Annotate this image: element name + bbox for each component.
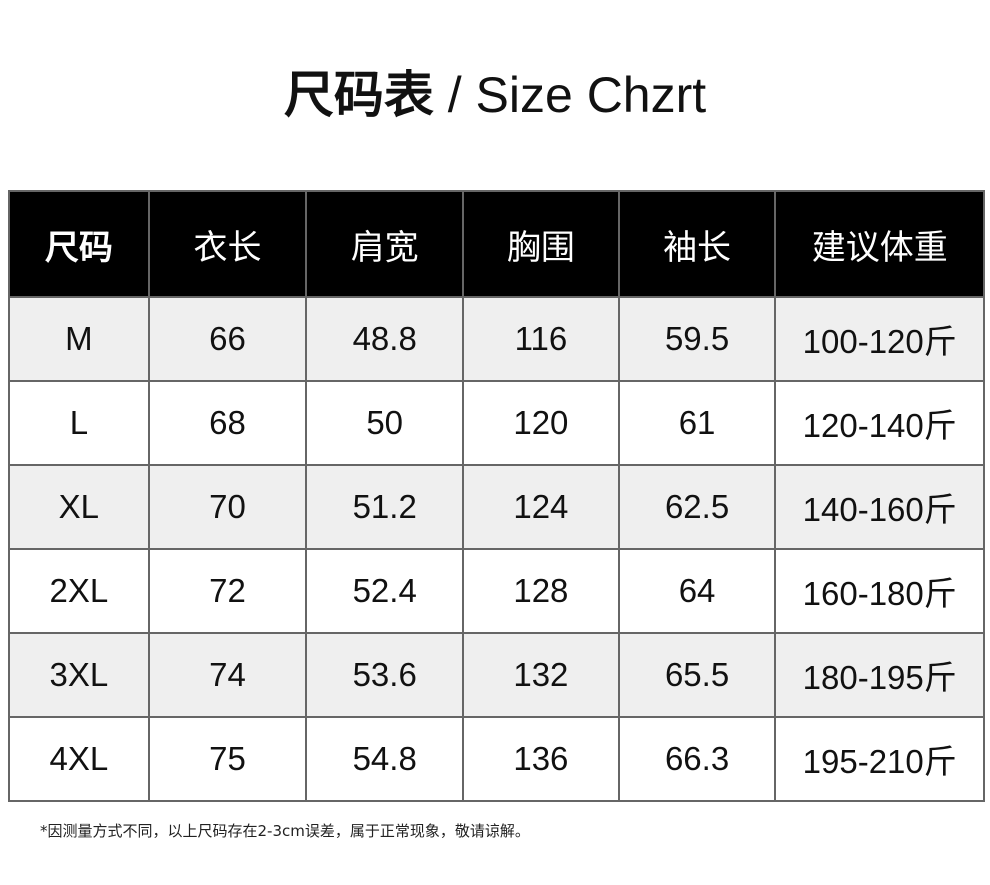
title-english: Size Chzrt — [475, 67, 707, 123]
table-cell: 68 — [147, 380, 308, 466]
table-cell: 66 — [147, 296, 308, 382]
table-cell: 2XL — [8, 548, 150, 634]
size-table: 尺码 衣长 肩宽 胸围 袖长 建议体重 M 66 48.8 116 59.5 100-12… — [8, 190, 985, 802]
table-cell: 59.5 — [617, 296, 777, 382]
table-cell: 53.6 — [305, 632, 465, 718]
table-row: M 66 48.8 116 59.5 100-120斤 — [8, 296, 985, 382]
header-chest: 胸围 — [462, 190, 620, 298]
table-cell: 48.8 — [305, 296, 465, 382]
table-cell: 136 — [462, 716, 620, 802]
table-cell: 61 — [617, 380, 777, 466]
table-cell: L — [8, 380, 150, 466]
table-cell: XL — [8, 464, 150, 550]
table-cell: 160-180斤 — [774, 548, 985, 634]
table-cell: 64 — [617, 548, 777, 634]
page-title: 尺码表 / Size Chzrt — [0, 62, 990, 128]
table-cell: 66.3 — [617, 716, 777, 802]
table-cell: 120-140斤 — [774, 380, 985, 466]
table-cell: 100-120斤 — [774, 296, 985, 382]
table-cell: 3XL — [8, 632, 150, 718]
header-length: 衣长 — [147, 190, 308, 298]
header-weight: 建议体重 — [774, 190, 985, 298]
table-cell: 50 — [305, 380, 465, 466]
table-cell: 195-210斤 — [774, 716, 985, 802]
table-cell: 75 — [147, 716, 308, 802]
table-cell: 54.8 — [305, 716, 465, 802]
table-cell: 132 — [462, 632, 620, 718]
table-row: 2XL 72 52.4 128 64 160-180斤 — [8, 548, 985, 634]
table-cell: 51.2 — [305, 464, 465, 550]
table-cell: M — [8, 296, 150, 382]
table-row: XL 70 51.2 124 62.5 140-160斤 — [8, 464, 985, 550]
table-cell: 74 — [147, 632, 308, 718]
table-cell: 128 — [462, 548, 620, 634]
footnote: *因测量方式不同，以上尺码存在2-3cm误差，属于正常现象，敬请谅解。 — [40, 822, 530, 840]
table-cell: 140-160斤 — [774, 464, 985, 550]
title-chinese: 尺码表 — [283, 66, 434, 124]
table-row: L 68 50 120 61 120-140斤 — [8, 380, 985, 466]
table-cell: 70 — [147, 464, 308, 550]
table-cell: 124 — [462, 464, 620, 550]
table-cell: 62.5 — [617, 464, 777, 550]
title-separator: / — [433, 67, 476, 123]
table-cell: 72 — [147, 548, 308, 634]
header-row: 尺码 衣长 肩宽 胸围 袖长 建议体重 — [8, 190, 985, 298]
table-cell: 116 — [462, 296, 620, 382]
table-cell: 180-195斤 — [774, 632, 985, 718]
table-row: 3XL 74 53.6 132 65.5 180-195斤 — [8, 632, 985, 718]
table-cell: 4XL — [8, 716, 150, 802]
header-shoulder: 肩宽 — [305, 190, 465, 298]
table-row: 4XL 75 54.8 136 66.3 195-210斤 — [8, 716, 985, 802]
table-cell: 52.4 — [305, 548, 465, 634]
table-cell: 120 — [462, 380, 620, 466]
header-sleeve: 袖长 — [617, 190, 777, 298]
header-size: 尺码 — [8, 190, 150, 298]
table-cell: 65.5 — [617, 632, 777, 718]
